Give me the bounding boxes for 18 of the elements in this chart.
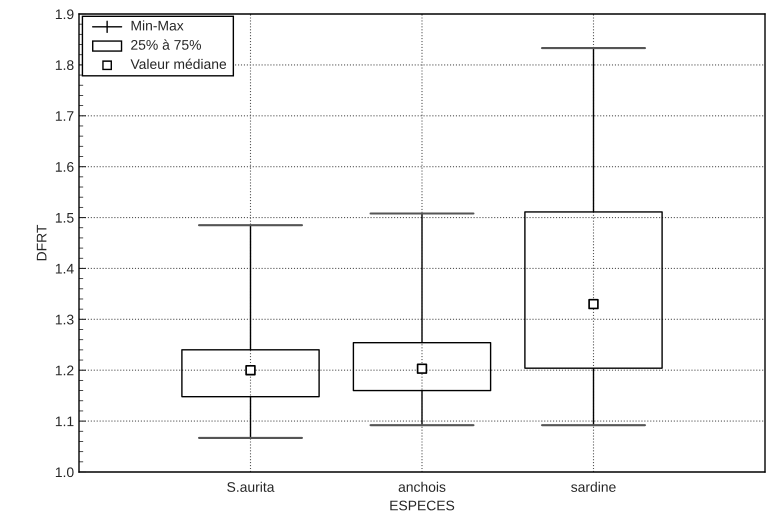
y-tick-label: 1.5: [56, 213, 74, 223]
x-axis-title: ESPECES: [390, 500, 454, 510]
x-tick-label: sardine: [571, 482, 616, 492]
y-tick-label: 1.6: [56, 162, 74, 172]
annotation: Valeur médiane: [130, 58, 226, 70]
y-tick-label: 1.4: [56, 264, 74, 274]
x-tick-label: S.aurita: [227, 482, 274, 492]
annotation: 25% à 75%: [131, 39, 201, 50]
y-tick-label: 1.3: [56, 314, 74, 325]
y-tick-label: 1.9: [56, 9, 74, 20]
annotation: Min-Max: [132, 20, 184, 31]
x-tick-label: anchois: [398, 482, 446, 492]
y-axis-title: DFRT: [36, 224, 46, 260]
y-tick-label: 1.2: [56, 366, 74, 376]
y-tick-label: 1.1: [56, 416, 74, 426]
y-tick-label: 1.0: [56, 467, 74, 478]
y-tick-label: 1.8: [56, 60, 74, 70]
y-tick-label: 1.7: [56, 111, 74, 121]
